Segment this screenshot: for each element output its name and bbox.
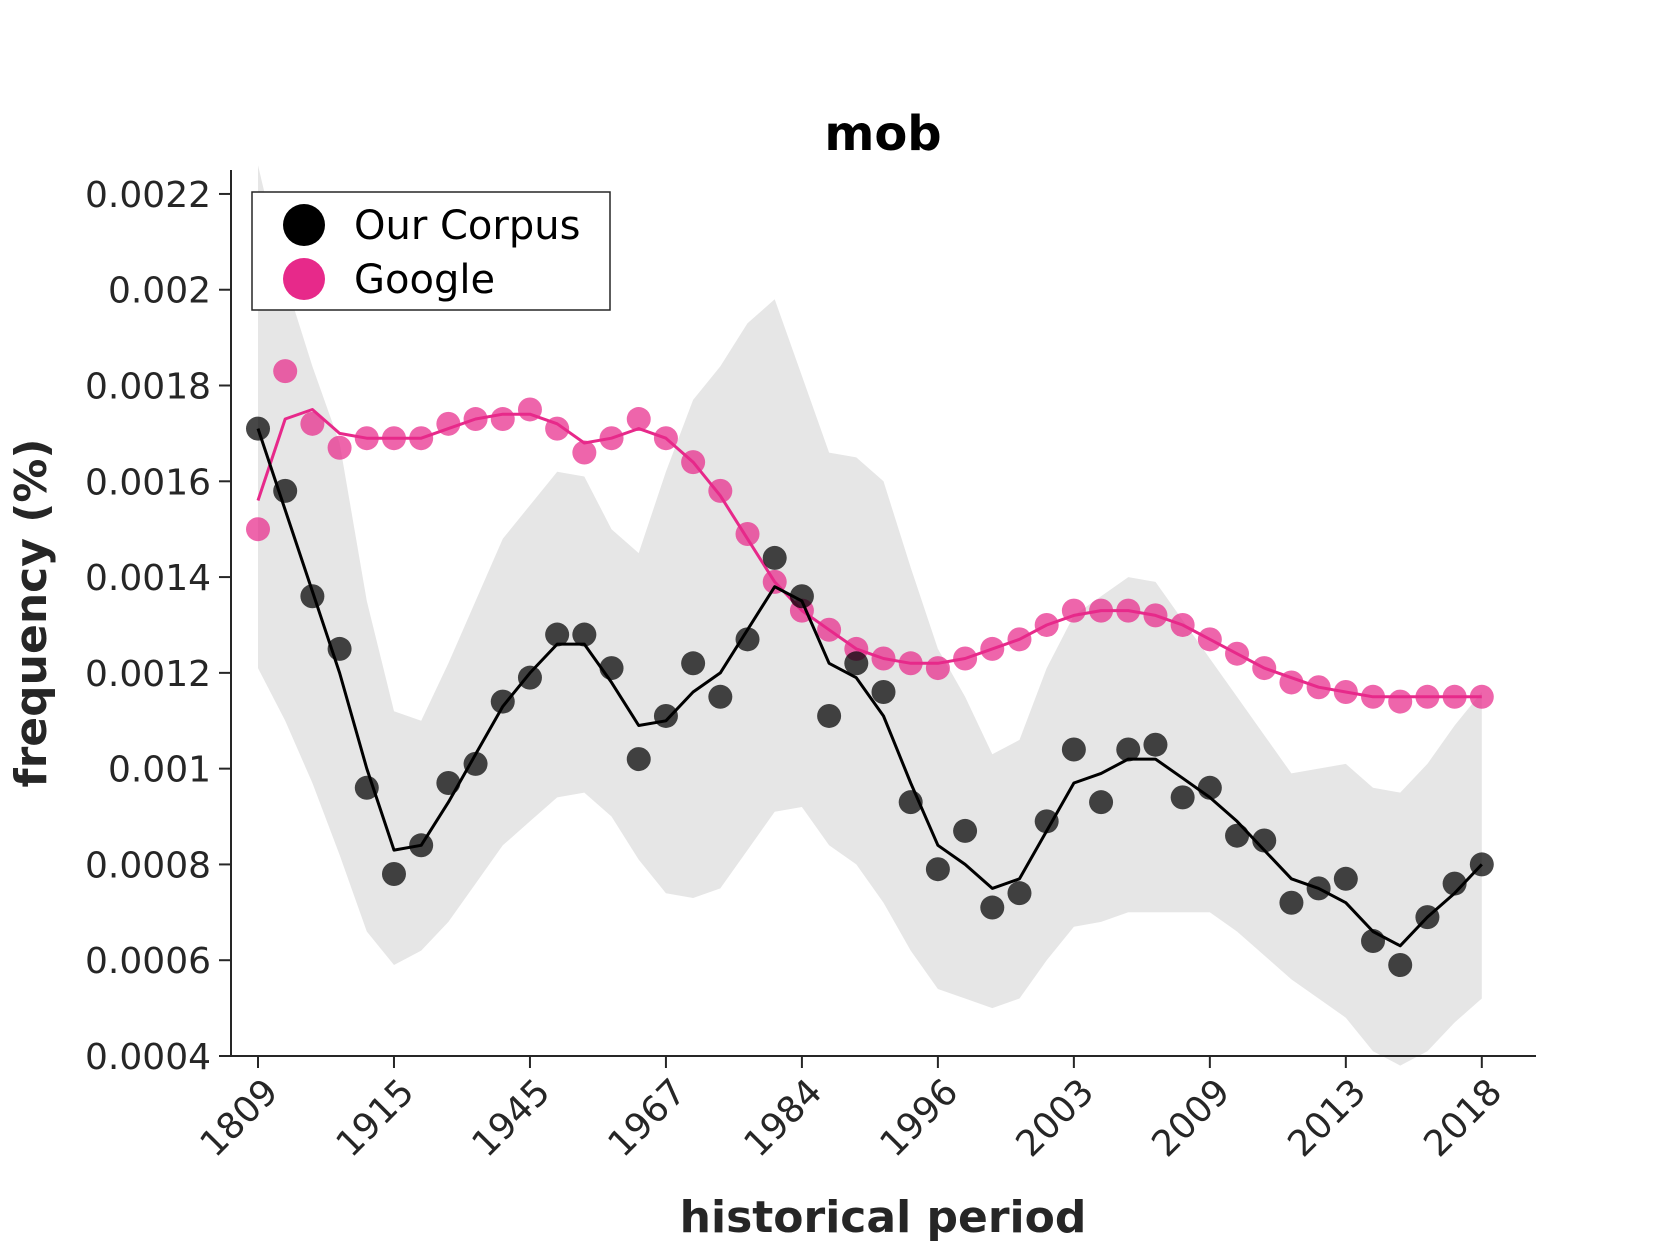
our-corpus-point — [925, 857, 950, 882]
our-corpus-point — [1170, 785, 1195, 810]
our-corpus-point — [653, 703, 678, 728]
google-point — [300, 411, 325, 436]
confidence-band — [258, 165, 1482, 1066]
our-corpus-point — [1116, 737, 1141, 762]
x-tick-label: 2003 — [1008, 1071, 1102, 1165]
our-corpus-point — [817, 703, 842, 728]
x-tick-label: 1996 — [872, 1071, 966, 1165]
y-tick-label: 0.0006 — [85, 941, 211, 982]
our-corpus-point — [1388, 953, 1413, 978]
our-corpus-point — [762, 545, 787, 570]
our-corpus-point — [735, 627, 760, 652]
y-tick-label: 0.0004 — [85, 1037, 211, 1078]
google-point — [925, 656, 950, 681]
our-corpus-point — [1089, 790, 1114, 815]
y-ticks: 0.0004 0.0006 0.0008 0.001 0.0012 0.0014 0.001… — [85, 175, 231, 1078]
our-corpus-point — [1252, 828, 1277, 853]
our-corpus-point — [517, 665, 542, 690]
our-corpus-trend-line — [256, 428, 1483, 948]
legend-marker-our-corpus — [283, 204, 325, 246]
our-corpus-point — [953, 818, 978, 843]
our-corpus-point — [273, 478, 298, 503]
y-tick-label: 0.0012 — [85, 654, 211, 695]
our-corpus-point — [844, 651, 869, 676]
google-point — [246, 517, 270, 542]
our-corpus-point — [1442, 871, 1467, 896]
our-corpus-point — [381, 862, 406, 887]
our-corpus-point — [1279, 890, 1304, 915]
google-point — [490, 407, 515, 432]
legend-label-google: Google — [354, 257, 495, 303]
our-corpus-point — [681, 651, 706, 676]
y-tick-label: 0.0016 — [85, 462, 211, 503]
y-tick-label: 0.001 — [108, 750, 211, 791]
x-axis-title: historical period — [680, 1192, 1087, 1243]
our-corpus-point — [1333, 866, 1358, 891]
y-tick-label: 0.0008 — [85, 845, 211, 886]
our-corpus-point — [300, 584, 325, 609]
our-corpus-point — [1143, 732, 1168, 757]
y-tick-label: 0.002 — [108, 271, 211, 312]
x-tick-label: 2013 — [1280, 1071, 1374, 1165]
google-point — [708, 478, 733, 503]
legend-marker-google — [283, 258, 325, 300]
our-corpus-point — [626, 747, 651, 772]
y-tick-label: 0.0022 — [85, 175, 211, 216]
our-corpus-point — [463, 751, 488, 776]
x-tick-label: 1967 — [601, 1071, 695, 1165]
y-tick-label: 0.0014 — [85, 558, 211, 599]
google-point — [1469, 684, 1494, 709]
x-tick-label: 1984 — [736, 1071, 830, 1165]
plot-area — [246, 165, 1494, 1066]
x-tick-label: 2009 — [1144, 1071, 1238, 1165]
google-point — [1388, 689, 1413, 714]
legend: Our Corpus Google — [251, 191, 611, 311]
our-corpus-point — [1061, 737, 1086, 762]
our-corpus-point — [871, 680, 896, 705]
y-axis-title: frequency (%) — [6, 438, 57, 787]
legend-label-our-corpus: Our Corpus — [354, 203, 580, 249]
x-tick-label: 1809 — [193, 1071, 287, 1165]
our-corpus-point — [490, 689, 515, 714]
google-point — [273, 359, 298, 384]
our-corpus-point — [789, 584, 814, 609]
x-tick-label: 1915 — [329, 1071, 423, 1165]
chart-title: mob — [824, 106, 941, 162]
x-tick-label: 2018 — [1416, 1071, 1510, 1165]
google-trend-line — [256, 408, 1482, 699]
x-tick-label: 1945 — [465, 1071, 559, 1165]
y-tick-label: 0.0018 — [85, 367, 211, 408]
google-point — [327, 435, 352, 460]
our-corpus-point — [1034, 809, 1059, 834]
our-corpus-point — [436, 771, 461, 796]
x-ticks: 1809 1915 1945 1967 1984 1996 2003 2009 2013 2018 — [193, 1056, 1510, 1165]
google-point — [572, 440, 597, 465]
our-corpus-point — [1007, 881, 1032, 906]
our-corpus-point — [708, 684, 733, 709]
google-point — [626, 407, 651, 432]
our-corpus-point — [572, 622, 597, 647]
our-corpus-point — [1225, 823, 1250, 848]
our-corpus-point — [980, 895, 1005, 920]
our-corpus-point — [545, 622, 570, 647]
